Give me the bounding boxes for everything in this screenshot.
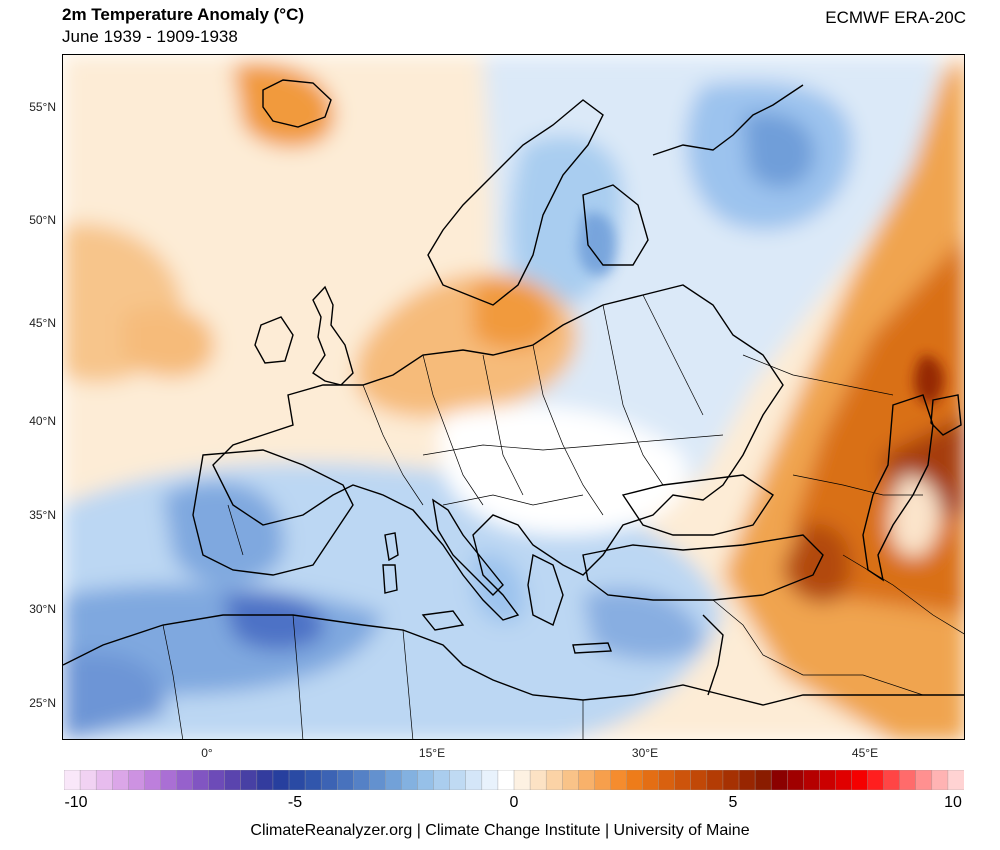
colorbar-swatch — [256, 770, 274, 790]
national-borders — [162, 294, 964, 739]
colorbar-swatch — [79, 770, 97, 790]
colorbar-swatch — [449, 770, 467, 790]
colorbar-swatch — [738, 770, 756, 790]
colorbar-swatch — [819, 770, 836, 790]
lon-label-30e: 30°E — [631, 746, 659, 760]
colorbar-swatch — [803, 770, 820, 790]
colorbar-swatch — [401, 770, 419, 790]
colorbar-swatch — [337, 770, 354, 790]
colorbar-swatch — [176, 770, 194, 790]
colorbar-swatch — [626, 770, 644, 790]
colorbar-swatch — [594, 770, 611, 790]
colorbar-label-0: 0 — [509, 794, 519, 811]
colorbar-swatch — [433, 770, 451, 790]
lat-label-40n: 40°N — [29, 414, 56, 428]
colorbar-swatch — [95, 770, 113, 790]
lon-label-45e: 45°E — [851, 746, 879, 760]
colorbar-swatch — [288, 770, 306, 790]
colorbar-swatch — [320, 770, 338, 790]
coastlines — [63, 79, 964, 706]
colorbar-label-10: 10 — [944, 794, 962, 811]
colorbar-swatch — [240, 770, 258, 790]
colorbar-swatch — [722, 770, 740, 790]
lon-label-0: 0° — [201, 746, 213, 760]
colorbar-swatch — [481, 770, 499, 790]
colorbar-label-minus10: -10 — [64, 794, 88, 811]
colorbar-swatch — [353, 770, 370, 790]
colorbar-swatch — [128, 770, 145, 790]
colorbar-swatch — [192, 770, 210, 790]
map-title: 2m Temperature Anomaly (°C) — [62, 5, 305, 24]
colorbar-swatch — [835, 770, 852, 790]
colorbar-swatch — [144, 770, 161, 790]
lat-label-45n: 45°N — [29, 316, 56, 330]
colorbar-swatch — [867, 770, 885, 790]
colorbar-swatch — [642, 770, 660, 790]
colorbar-swatch — [931, 770, 949, 790]
colorbar-swatch — [417, 770, 435, 790]
colorbar-swatch — [770, 770, 788, 790]
colorbar-swatch — [529, 770, 547, 790]
colorbar-swatch — [754, 770, 772, 790]
colorbar-swatch — [674, 770, 692, 790]
colorbar-swatch — [578, 770, 595, 790]
colorbar-swatch — [545, 770, 563, 790]
colorbar-label-5: 5 — [728, 794, 738, 811]
map-subtitle: June 1939 - 1909-1938 — [62, 27, 238, 46]
colorbar-swatch — [690, 770, 708, 790]
colorbar-swatch — [562, 770, 579, 790]
colorbar-swatch — [851, 770, 869, 790]
colorbar-swatch — [112, 770, 129, 790]
colorbar — [64, 770, 964, 790]
lat-label-30n: 30°N — [29, 602, 56, 616]
footer-credit: ClimateReanalyzer.org | Climate Change I… — [250, 822, 750, 839]
colorbar-swatch — [915, 770, 933, 790]
lat-label-55n: 55°N — [29, 100, 56, 114]
colorbar-swatch — [497, 770, 515, 790]
colorbar-label-minus5: -5 — [287, 794, 303, 811]
colorbar-swatch — [224, 770, 242, 790]
colorbar-swatch — [272, 770, 290, 790]
colorbar-swatch — [883, 770, 901, 790]
colorbar-swatch — [513, 770, 531, 790]
colorbar-swatch — [465, 770, 483, 790]
lat-label-50n: 50°N — [29, 213, 56, 227]
anomaly-map — [63, 55, 964, 739]
colorbar-swatch — [304, 770, 322, 790]
colorbar-swatch — [385, 770, 402, 790]
data-source: ECMWF ERA-20C — [825, 8, 966, 27]
lat-label-25n: 25°N — [29, 696, 56, 710]
colorbar-swatch — [610, 770, 627, 790]
colorbar-swatch — [947, 770, 964, 790]
colorbar-swatch — [369, 770, 386, 790]
map-panel — [62, 54, 965, 740]
colorbar-swatch — [208, 770, 226, 790]
warm-anomaly-iceland — [233, 63, 335, 148]
colorbar-swatch — [787, 770, 804, 790]
colorbar-swatch — [706, 770, 724, 790]
colorbar-swatch — [160, 770, 178, 790]
lat-label-35n: 35°N — [29, 508, 56, 522]
colorbar-swatch — [658, 770, 676, 790]
lon-label-15e: 15°E — [418, 746, 446, 760]
colorbar-swatch — [64, 770, 81, 790]
colorbar-swatch — [899, 770, 917, 790]
